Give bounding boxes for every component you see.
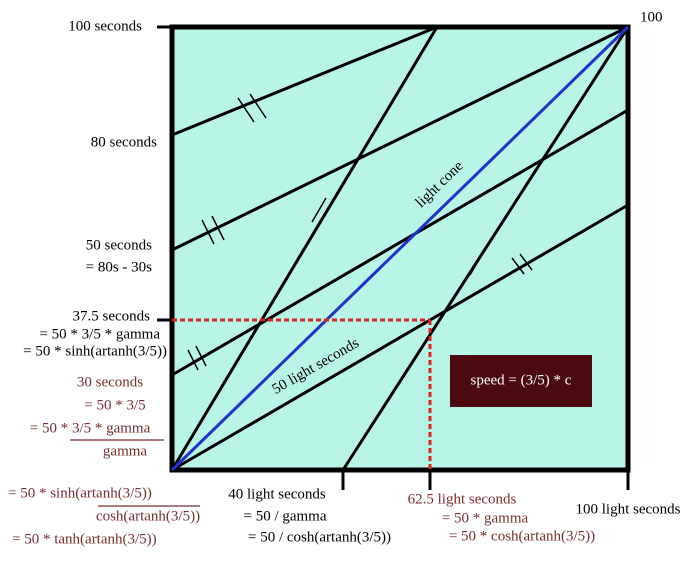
y-label: = 50 * sinh(artanh(3/5)) [23, 343, 167, 359]
y-label: 80 seconds [91, 134, 157, 150]
y-label: 100 seconds [68, 18, 142, 34]
speed-box [450, 355, 592, 407]
x-label: = 50 * gamma [442, 510, 529, 526]
light-cone-line [170, 25, 630, 472]
y-label: = 50 * 3/5 * gamma [39, 326, 160, 342]
y-label: = 80s - 30s [86, 259, 153, 275]
derivation-line: gamma [103, 443, 147, 459]
derivation-line: 30 seconds [77, 374, 143, 390]
derivation-line: = 50 * sinh(artanh(3/5)) [8, 485, 152, 501]
x-label: 40 light seconds [228, 486, 326, 502]
corner-label: 100 [640, 9, 663, 25]
speed-label: speed = (3/5) * c [471, 372, 572, 388]
derivation-line: cosh(artanh(3/5)) [96, 508, 200, 524]
derivation-line: = 50 * tanh(artanh(3/5)) [12, 531, 157, 547]
x-label: 100 light seconds [576, 501, 681, 517]
y-label: 37.5 seconds [73, 308, 151, 324]
derivation-line: = 50 * 3/5 [84, 397, 145, 413]
y-label: 50 seconds [86, 237, 152, 253]
derivation-line: = 50 * 3/5 * gamma [30, 420, 151, 436]
x-label: 62.5 light seconds [408, 491, 517, 507]
x-label: = 50 / gamma [243, 508, 326, 524]
world-lines [157, 25, 630, 490]
x-label: = 50 * cosh(artanh(3/5)) [449, 528, 595, 544]
x-label: = 50 / cosh(artanh(3/5)) [248, 529, 391, 545]
hash-marks [187, 93, 533, 371]
projection-lines [172, 318, 432, 470]
